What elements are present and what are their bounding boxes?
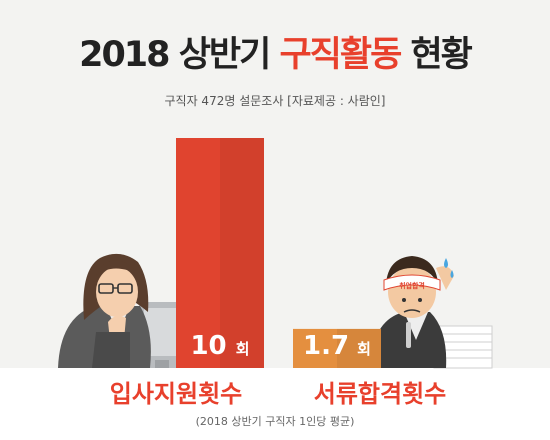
value-unit: 회 <box>357 340 371 358</box>
sweat-drop-2 <box>450 270 454 278</box>
bar-서류합격횟수-shade <box>337 328 381 368</box>
shirt <box>404 312 428 340</box>
man-hair <box>386 256 438 284</box>
title-year: 2018 상반기 <box>79 35 271 75</box>
title-highlight: 구직활동 <box>279 35 402 75</box>
title-tail: 현황 <box>410 35 472 75</box>
category-label-서류합격횟수: 서류합격횟수 <box>314 380 446 408</box>
value-number: 10 <box>190 331 226 361</box>
headband-text: 취업합격 <box>399 281 425 290</box>
bar-입사지원횟수-shade <box>220 138 264 368</box>
category-label-입사지원횟수: 입사지원횟수 <box>110 380 242 408</box>
man-eye-left <box>402 298 406 302</box>
bar-입사지원횟수 <box>176 138 264 368</box>
value-label-입사지원횟수: 10 회 <box>190 331 249 361</box>
headband <box>383 274 441 291</box>
monitor-stand <box>155 360 169 368</box>
bangs <box>96 260 138 276</box>
value-unit: 회 <box>236 340 250 358</box>
value-label-서류합격횟수: 1.7 회 <box>303 331 371 361</box>
woman-at-computer-illustration <box>58 253 183 368</box>
man-hand <box>436 266 454 290</box>
arm <box>92 332 130 368</box>
stressed-man-illustration: 취업합격 <box>370 256 493 369</box>
man-eye-right <box>418 298 422 302</box>
sweat-drop <box>444 258 448 268</box>
subtitle: 구직자 472명 설문조사 [자료제공 : 사람인] <box>164 94 386 108</box>
floor-band <box>0 368 550 440</box>
value-number: 1.7 <box>303 331 349 361</box>
page-title: 2018 상반기 구직활동 현황 <box>0 26 550 77</box>
footnote: (2018 상반기 구직자 1인당 평균) <box>195 415 355 428</box>
face <box>96 267 138 317</box>
bar-서류합격횟수 <box>293 328 381 368</box>
pen <box>406 322 411 348</box>
